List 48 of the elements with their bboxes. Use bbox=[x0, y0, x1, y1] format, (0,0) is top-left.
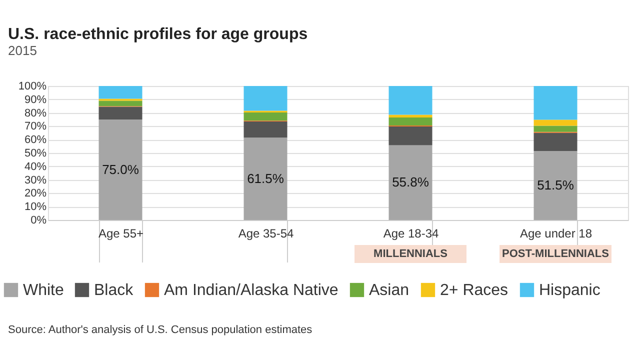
chart-title: U.S. race-ethnic profiles for age groups bbox=[8, 26, 308, 43]
bar bbox=[388, 145, 432, 220]
bar bbox=[534, 126, 578, 132]
x-tick-label: Age under 18 bbox=[520, 226, 592, 240]
y-tick-label: 50% bbox=[24, 148, 47, 160]
data-label: 61.5% bbox=[247, 170, 284, 186]
y-tick-label: 10% bbox=[24, 201, 47, 214]
x-tick-label: Age 55+ bbox=[98, 226, 144, 240]
bar bbox=[534, 86, 578, 120]
bar bbox=[244, 112, 288, 121]
y-tick-label: 100% bbox=[18, 80, 47, 92]
bar bbox=[244, 138, 288, 220]
bar bbox=[98, 100, 142, 106]
bar bbox=[534, 132, 578, 151]
y-tick-label: 30% bbox=[24, 174, 47, 186]
y-tick-label: 70% bbox=[24, 120, 47, 133]
bar bbox=[534, 120, 578, 126]
bar bbox=[244, 122, 288, 138]
bar bbox=[98, 106, 142, 120]
bar bbox=[534, 150, 578, 220]
y-tick-label: 20% bbox=[24, 188, 47, 200]
data-label: 75.0% bbox=[102, 162, 140, 177]
bar bbox=[388, 86, 432, 115]
text: POST-MILLENNIALS bbox=[502, 248, 609, 260]
chart-subtitle: 2015 bbox=[8, 43, 37, 58]
bar bbox=[98, 86, 142, 99]
source-note: Source: Author's analysis of U.S. Census population estimates bbox=[8, 324, 313, 336]
text: MILLENNIALS bbox=[374, 248, 448, 260]
bar bbox=[388, 117, 432, 126]
bar bbox=[388, 114, 432, 118]
data-label: 51.5% bbox=[537, 177, 574, 192]
y-tick-label: 0% bbox=[30, 214, 47, 226]
bar bbox=[98, 120, 142, 220]
legend-label: Am Indian/Alaska Native bbox=[164, 282, 338, 299]
legend-label: Hispanic bbox=[539, 282, 600, 299]
legend-label: Asian bbox=[369, 282, 410, 299]
y-tick-label: 80% bbox=[24, 107, 47, 120]
legend-label: 2+ Races bbox=[440, 282, 508, 299]
bar bbox=[244, 86, 288, 111]
y-tick-label: 60% bbox=[24, 134, 47, 146]
bar bbox=[388, 126, 432, 146]
legend-label: White bbox=[23, 282, 64, 299]
x-tick-label: Age 35-54 bbox=[238, 226, 294, 240]
x-tick-label: Age 18-34 bbox=[383, 226, 440, 240]
data-label: 55.8% bbox=[392, 174, 430, 190]
legend-label: Black bbox=[94, 282, 134, 299]
y-tick-label: 40% bbox=[24, 160, 47, 173]
y-tick-label: 90% bbox=[24, 94, 47, 106]
